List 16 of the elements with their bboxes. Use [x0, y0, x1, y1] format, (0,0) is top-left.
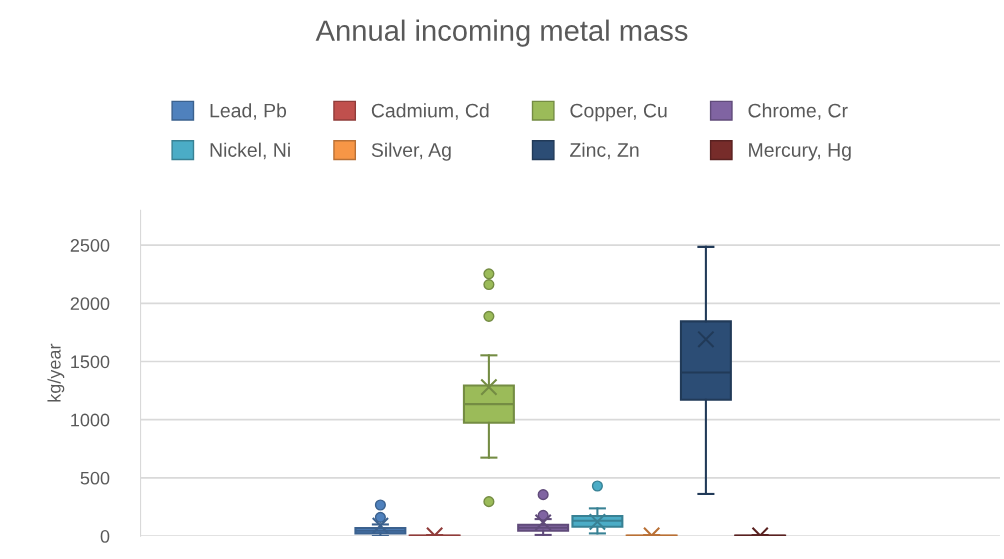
legend-label: Mercury, Hg	[749, 143, 851, 161]
legend-label: Cadmium, Cd	[371, 103, 489, 120]
chart-title: Annual incoming metal mass	[315, 19, 688, 47]
y-axis-title: kg/year	[47, 343, 65, 402]
legend-label: Silver, Ag	[371, 142, 451, 161]
y-tick-label: 2000	[70, 297, 110, 311]
legend-label: Lead, Pb	[210, 103, 287, 120]
legend-label: Nickel, Ni	[210, 142, 290, 160]
legend-label: Zinc, Zn	[570, 142, 639, 160]
legend-label: Chrome, Cr	[748, 103, 848, 120]
y-tick-label: 2500	[70, 239, 110, 252]
y-tick-label: 0	[100, 530, 110, 543]
y-tick-label: 1500	[71, 355, 110, 369]
y-tick-label: 1000	[71, 413, 110, 427]
legend-label: Copper, Cu	[570, 103, 667, 122]
y-tick-label: 500	[80, 471, 110, 485]
